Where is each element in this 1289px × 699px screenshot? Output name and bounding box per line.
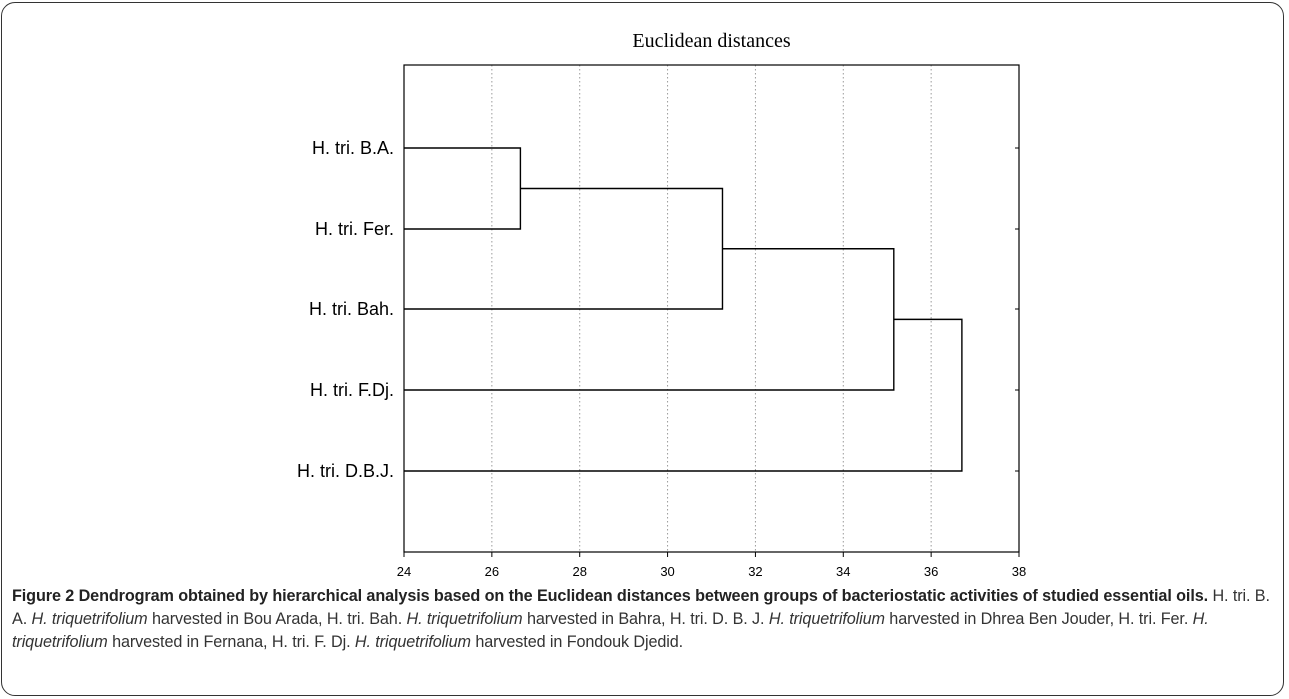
caption-label: Figure 2 <box>12 587 75 605</box>
caption-text: H. tri. B. A. <box>12 587 1270 628</box>
x-tick-label: 24 <box>397 564 411 579</box>
leaf-label: H. tri. F.Dj. <box>310 380 394 400</box>
dendrogram-link <box>404 248 895 391</box>
x-tick-label: 26 <box>485 564 499 579</box>
caption-species-name: H. triquetrifolium <box>406 610 523 628</box>
dendrogram-link <box>404 147 522 230</box>
chart-title: Euclidean distances <box>632 30 790 52</box>
x-tick-label: 30 <box>660 564 674 579</box>
caption-body: H. tri. B. A. H. triquetrifolium harvest… <box>12 587 1270 651</box>
caption-species-name: H. triquetrifolium <box>12 610 1209 651</box>
caption-text: harvested in Fernana, H. tri. F. Dj. <box>107 633 355 651</box>
x-tick-label: 34 <box>836 564 850 579</box>
dendrogram-link <box>404 318 963 472</box>
x-tick-label: 32 <box>748 564 762 579</box>
caption-text: harvested in Bou Arada, H. tri. Bah. <box>147 610 407 628</box>
dendrogram-chart: Euclidean distances 24 26 28 30 32 34 36 38 H. tr… <box>297 30 1026 579</box>
x-tick-label: 36 <box>924 564 938 579</box>
caption-text: harvested in Fondouk Djedid. <box>470 633 684 651</box>
figure-caption: Figure 2 Dendrogram obtained by hierarch… <box>12 585 1274 654</box>
x-tick-label: 28 <box>572 564 586 579</box>
caption-text: harvested in Dhrea Ben Jouder, H. tri. F… <box>884 610 1193 628</box>
leaf-label: H. tri. Bah. <box>309 299 394 319</box>
caption-species-name: H. triquetrifolium <box>31 610 148 628</box>
leaf-label: H. tri. B.A. <box>312 138 394 158</box>
caption-species-name: H. triquetrifolium <box>768 610 885 628</box>
x-tick-label: 38 <box>1012 564 1026 579</box>
caption-title: Dendrogram obtained by hierarchical anal… <box>78 587 1209 605</box>
leaf-label: H. tri. Fer. <box>315 219 394 239</box>
dendrogram-link <box>404 187 724 310</box>
caption-text: harvested in Bahra, H. tri. D. B. J. <box>522 610 769 628</box>
caption-species-name: H. triquetrifolium <box>354 633 471 651</box>
leaf-label: H. tri. D.B.J. <box>297 461 394 481</box>
